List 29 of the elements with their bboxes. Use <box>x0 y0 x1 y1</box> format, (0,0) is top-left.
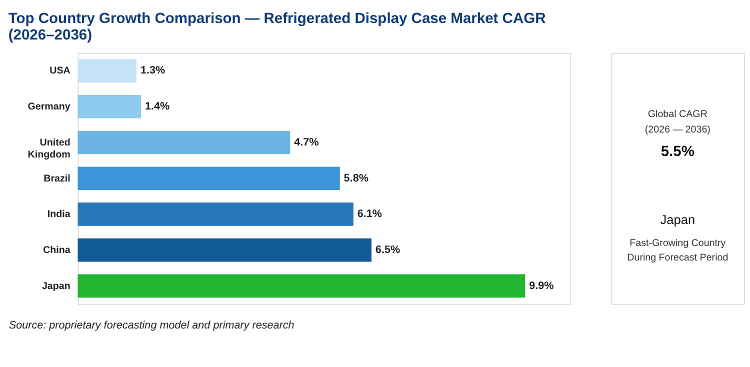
y-tick-label: Japan <box>42 280 70 292</box>
data-label: 9.9% <box>529 280 554 292</box>
data-label: 5.8% <box>344 172 369 184</box>
text: 5.5% <box>660 144 694 160</box>
data-label: 6.1% <box>357 208 382 220</box>
y-tick-label: Brazil <box>44 173 71 184</box>
text: Global CAGR <box>648 108 708 120</box>
text: (2026 — 2036) <box>644 124 710 136</box>
bar <box>78 130 290 154</box>
text: During Forecast Period <box>627 252 728 264</box>
bar <box>78 166 340 190</box>
y-tick-label: United Kingdom <box>28 137 71 160</box>
data-label: 1.4% <box>144 100 170 113</box>
y-tick-label: USA <box>50 66 70 77</box>
text: Japan <box>660 212 696 228</box>
y-tick-label: China <box>43 245 71 256</box>
y-tick-label: India <box>47 209 71 220</box>
source-note: Source: proprietary forecasting model and primary research <box>8 319 294 332</box>
bar <box>78 238 372 262</box>
bar <box>78 94 142 118</box>
y-tick-label: Germany <box>28 102 71 113</box>
text: Fast-Growing Country <box>630 238 726 249</box>
bar <box>78 202 354 226</box>
data-label: 6.5% <box>375 244 400 256</box>
data-label: 1.3% <box>140 64 166 77</box>
chart-title: Top Country Growth Comparison — Refrigerated Display Case Market CAGR (2026–2036) <box>8 10 546 44</box>
bar <box>78 274 526 298</box>
data-label: 4.7% <box>294 136 320 148</box>
bar <box>78 59 137 82</box>
